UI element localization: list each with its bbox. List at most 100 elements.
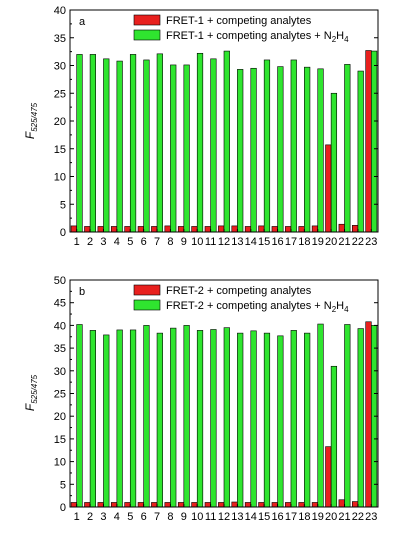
bar-series1-14 — [244, 502, 252, 508]
bar-series1-13 — [231, 501, 238, 508]
bar-series1-2 — [84, 502, 91, 508]
x-tick-label-2: 2 — [87, 236, 93, 248]
bar-series1-5 — [124, 226, 131, 233]
panel-label: b — [79, 286, 85, 298]
x-tick-label-12: 12 — [218, 236, 230, 248]
x-tick-label-18: 18 — [298, 511, 310, 523]
x-tick-label-5: 5 — [127, 511, 133, 523]
bar-series2-10 — [196, 52, 204, 233]
y-tick-label: 5 — [60, 479, 66, 491]
x-tick-label-10: 10 — [191, 511, 203, 523]
bar-series2-21 — [344, 64, 351, 233]
y-tick-label: 25 — [54, 389, 66, 401]
bar-series2-18 — [304, 66, 311, 233]
y-tick-label: 35 — [54, 33, 66, 45]
x-tick-label-20: 20 — [325, 511, 337, 523]
legend-label-series2: FRET-2 + competing analytes + N2H4 — [166, 300, 349, 314]
x-tick-label-8: 8 — [167, 236, 173, 248]
x-tick-label-19: 19 — [312, 511, 324, 523]
bar-series1-3 — [97, 502, 104, 508]
y-tick-label: 10 — [54, 457, 66, 469]
x-tick-label-15: 15 — [258, 236, 270, 248]
bar-series1-15 — [258, 502, 265, 508]
bar-series1-7 — [151, 226, 158, 233]
x-tick-label-4: 4 — [114, 511, 120, 523]
x-tick-label-7: 7 — [154, 236, 160, 248]
y-tick-label: 15 — [54, 144, 66, 156]
y-axis-label: F525/475 — [23, 374, 39, 411]
bar-series2-3 — [103, 334, 110, 508]
bar-series1-16 — [271, 502, 278, 508]
y-tick-label: 30 — [54, 61, 66, 73]
x-tick-label-6: 6 — [141, 511, 147, 523]
bar-series1-8 — [164, 225, 171, 233]
bar-series2-16 — [277, 66, 284, 233]
bar-series1-1 — [70, 225, 77, 233]
x-tick-label-20: 20 — [325, 236, 337, 248]
bar-series1-4 — [110, 226, 118, 233]
y-tick-label: 5 — [60, 199, 66, 211]
bar-series1-12 — [218, 225, 225, 233]
y-tick-label: 40 — [54, 320, 66, 332]
bar-series1-11 — [204, 502, 211, 508]
y-tick-label: 20 — [54, 116, 66, 128]
bar-series2-1 — [76, 324, 83, 508]
bar-series1-22 — [352, 225, 359, 233]
bar-series2-22 — [357, 70, 364, 233]
bar-series1-18 — [298, 226, 305, 233]
bar-series2-20 — [330, 92, 338, 233]
x-tick-label-1: 1 — [74, 511, 80, 523]
bar-series2-18 — [304, 332, 311, 508]
bar-series2-7 — [156, 332, 163, 508]
bar-series2-14 — [250, 330, 257, 508]
legend-swatch-series1 — [133, 14, 161, 26]
x-tick-label-16: 16 — [271, 511, 283, 523]
bar-series1-22 — [352, 501, 359, 508]
bar-series1-10 — [191, 226, 198, 233]
x-tick-label-3: 3 — [100, 511, 106, 523]
bar-series1-7 — [151, 502, 158, 508]
bar-series2-5 — [129, 329, 137, 508]
bar-series1-11 — [204, 226, 211, 233]
x-tick-label-6: 6 — [141, 236, 147, 248]
bar-series1-2 — [84, 226, 91, 233]
bar-series1-9 — [177, 502, 185, 508]
x-tick-label-3: 3 — [100, 236, 106, 248]
bar-series1-9 — [177, 226, 185, 233]
bar-series2-11 — [210, 58, 217, 233]
bar-series2-9 — [183, 64, 190, 233]
bar-series1-17 — [285, 502, 292, 508]
legend-label-series1: FRET-1 + competing analytes — [166, 15, 312, 27]
x-tick-label-2: 2 — [87, 511, 93, 523]
bar-series2-2 — [89, 330, 96, 508]
x-tick-label-13: 13 — [231, 511, 243, 523]
bar-series1-5 — [124, 502, 131, 508]
x-tick-label-8: 8 — [167, 511, 173, 523]
bar-series2-2 — [89, 54, 96, 233]
bar-series1-18 — [298, 502, 305, 508]
x-tick-label-11: 11 — [205, 236, 216, 248]
bar-series2-19 — [317, 323, 324, 508]
bar-series1-23 — [365, 50, 372, 233]
bar-series2-13 — [237, 69, 244, 233]
bar-series1-10 — [191, 502, 198, 508]
bar-series1-23 — [365, 321, 372, 508]
y-tick-label: 45 — [54, 298, 66, 310]
x-tick-label-23: 23 — [365, 236, 377, 248]
x-tick-label-17: 17 — [285, 236, 297, 248]
legend-swatch-series1 — [133, 284, 161, 296]
bar-series1-15 — [258, 225, 265, 233]
bar-series2-6 — [143, 325, 150, 508]
bar-series2-4 — [116, 60, 123, 233]
x-tick-label-15: 15 — [258, 511, 270, 523]
bar-series1-21 — [338, 499, 345, 508]
y-tick-label: 20 — [54, 411, 66, 423]
bar-series2-7 — [156, 53, 163, 233]
legend-label-series1: FRET-2 + competing analytes — [166, 285, 312, 297]
bar-series2-12 — [223, 50, 230, 233]
bar-series1-16 — [271, 226, 278, 233]
bar-series1-14 — [244, 226, 252, 233]
y-tick-label: 0 — [60, 227, 66, 239]
